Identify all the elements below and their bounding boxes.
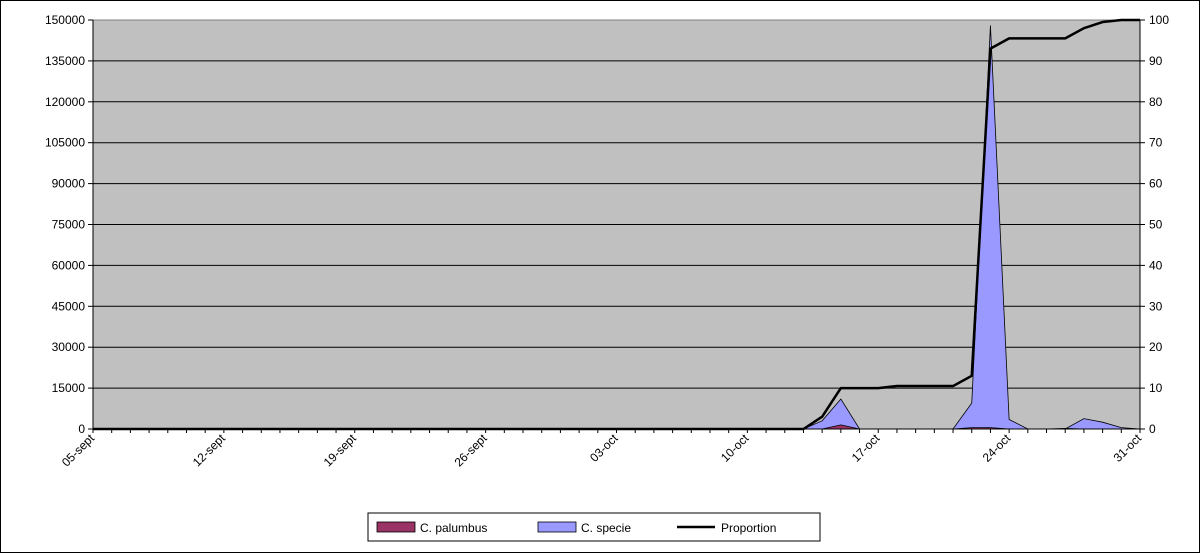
line-series-layer — [93, 18, 1140, 431]
legend: C. palumbus C. specie Proportion — [367, 512, 821, 542]
y2-tick-label: 60 — [1149, 177, 1163, 191]
y-tick-label: 120000 — [45, 95, 85, 109]
legend-box — [367, 512, 821, 542]
y-tick-label: 0 — [78, 422, 85, 436]
area-c-specie — [93, 25, 1141, 430]
y2-tick-label: 40 — [1149, 258, 1163, 272]
y2-tick-label: 50 — [1149, 218, 1163, 232]
legend-label-specie: C. specie — [581, 521, 631, 535]
y2-tick-label: 0 — [1149, 422, 1156, 436]
y2-tick-label: 100 — [1149, 13, 1169, 27]
y2-tick-label: 90 — [1149, 54, 1163, 68]
y-tick-label: 150000 — [45, 13, 85, 27]
gridlines — [93, 60, 1140, 389]
y2-tick-label: 10 — [1149, 381, 1163, 395]
y2-tick-label: 80 — [1149, 95, 1163, 109]
y-tick-label: 105000 — [45, 136, 85, 150]
y-tick-label: 135000 — [45, 54, 85, 68]
y2-tick-label: 70 — [1149, 136, 1163, 150]
y-tick-label: 90000 — [52, 177, 86, 191]
legend-label-palumbus: C. palumbus — [420, 521, 487, 535]
y2-tick-label: 30 — [1149, 299, 1163, 313]
line-proportion — [93, 18, 1140, 431]
y-tick-label: 30000 — [52, 340, 86, 354]
y-tick-label: 45000 — [52, 299, 86, 313]
legend-swatch-specie — [537, 521, 577, 533]
y2-tick-label: 20 — [1149, 340, 1163, 354]
legend-swatch-palumbus — [376, 521, 416, 533]
y-tick-label: 15000 — [52, 381, 86, 395]
legend-label-proportion: Proportion — [721, 521, 776, 535]
y-tick-label: 75000 — [52, 218, 86, 232]
y-tick-label: 60000 — [52, 258, 86, 272]
